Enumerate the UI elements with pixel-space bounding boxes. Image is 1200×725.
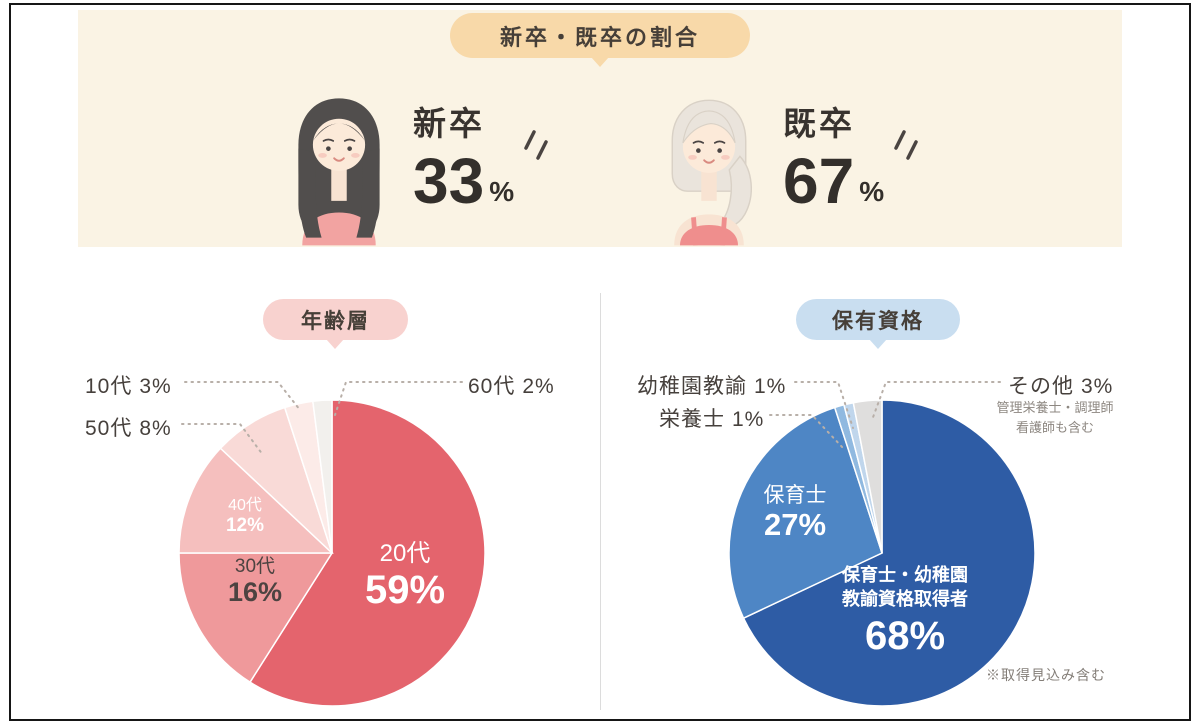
existing-graduate-value: 67 % (783, 145, 885, 217)
callout-label: 50代 (85, 417, 133, 440)
qualification-chart-title-badge: 保有資格 (796, 299, 960, 340)
page-border (9, 3, 1191, 721)
callout-label: 60代 (468, 375, 516, 398)
qualification-badge-pointer (869, 339, 887, 349)
percent-sign: % (489, 175, 515, 207)
age-badge-pointer (326, 339, 344, 349)
qualification-footnote: ※取得見込み含む (986, 667, 1106, 683)
callout-value: 1% (754, 375, 787, 398)
other-detail-note: 管理栄養士・調理師 看護師も含む (972, 398, 1138, 437)
existing-graduate-label: 既卒 (783, 105, 855, 142)
qual-callout-nutritionist: 栄養士 1% (659, 403, 764, 433)
callout-label: 幼稚園教諭 (637, 375, 747, 398)
new-graduate-value: 33 % (413, 145, 515, 217)
pie-slice-保育士・幼稚園教諭資格取得者 (742, 399, 1036, 707)
callout-label: 10代 (85, 375, 133, 398)
ratio-title-badge: 新卒・既卒の割合 (450, 13, 750, 58)
emphasis-marks-icon (894, 130, 918, 160)
section-divider (600, 293, 601, 710)
age-pie-chart (178, 399, 486, 707)
avatar-new-graduate (298, 98, 380, 246)
qual-callout-kindergarten-teacher: 幼稚園教諭 1% (637, 370, 786, 400)
percent-sign: % (859, 175, 885, 207)
existing-graduate-percent: 67 (783, 145, 855, 217)
callout-value: 3% (139, 375, 172, 398)
callout-label: その他 (1008, 375, 1074, 398)
age-callout-10s: 10代 3% (85, 370, 172, 400)
callout-value: 3% (1081, 375, 1114, 398)
callout-value: 1% (732, 408, 765, 431)
new-graduate-label: 新卒 (413, 105, 485, 142)
new-graduate-percent: 33 (413, 145, 485, 217)
ratio-badge-pointer (591, 57, 609, 67)
pie-slice-60代 (311, 399, 333, 554)
pie-slice-20代 (248, 399, 486, 707)
age-chart-title-badge: 年齢層 (263, 299, 408, 340)
qualification-pie-chart (728, 399, 1036, 707)
emphasis-marks-icon (524, 130, 548, 160)
qual-callout-other: その他 3% (1008, 370, 1113, 400)
callout-value: 8% (139, 417, 172, 440)
note-line: 看護師も含む (1015, 419, 1094, 435)
age-callout-60s: 60代 2% (468, 370, 555, 400)
avatar-existing-graduate (671, 99, 752, 246)
callout-label: 栄養士 (659, 408, 725, 431)
age-callout-50s: 50代 8% (85, 412, 172, 442)
new-graduate-stat: 新卒 33 % (413, 97, 515, 217)
callout-value: 2% (522, 375, 555, 398)
existing-graduate-stat: 既卒 67 % (783, 97, 885, 217)
pie-slice-30代 (178, 552, 334, 684)
note-line: 管理栄養士・調理師 (996, 400, 1114, 415)
